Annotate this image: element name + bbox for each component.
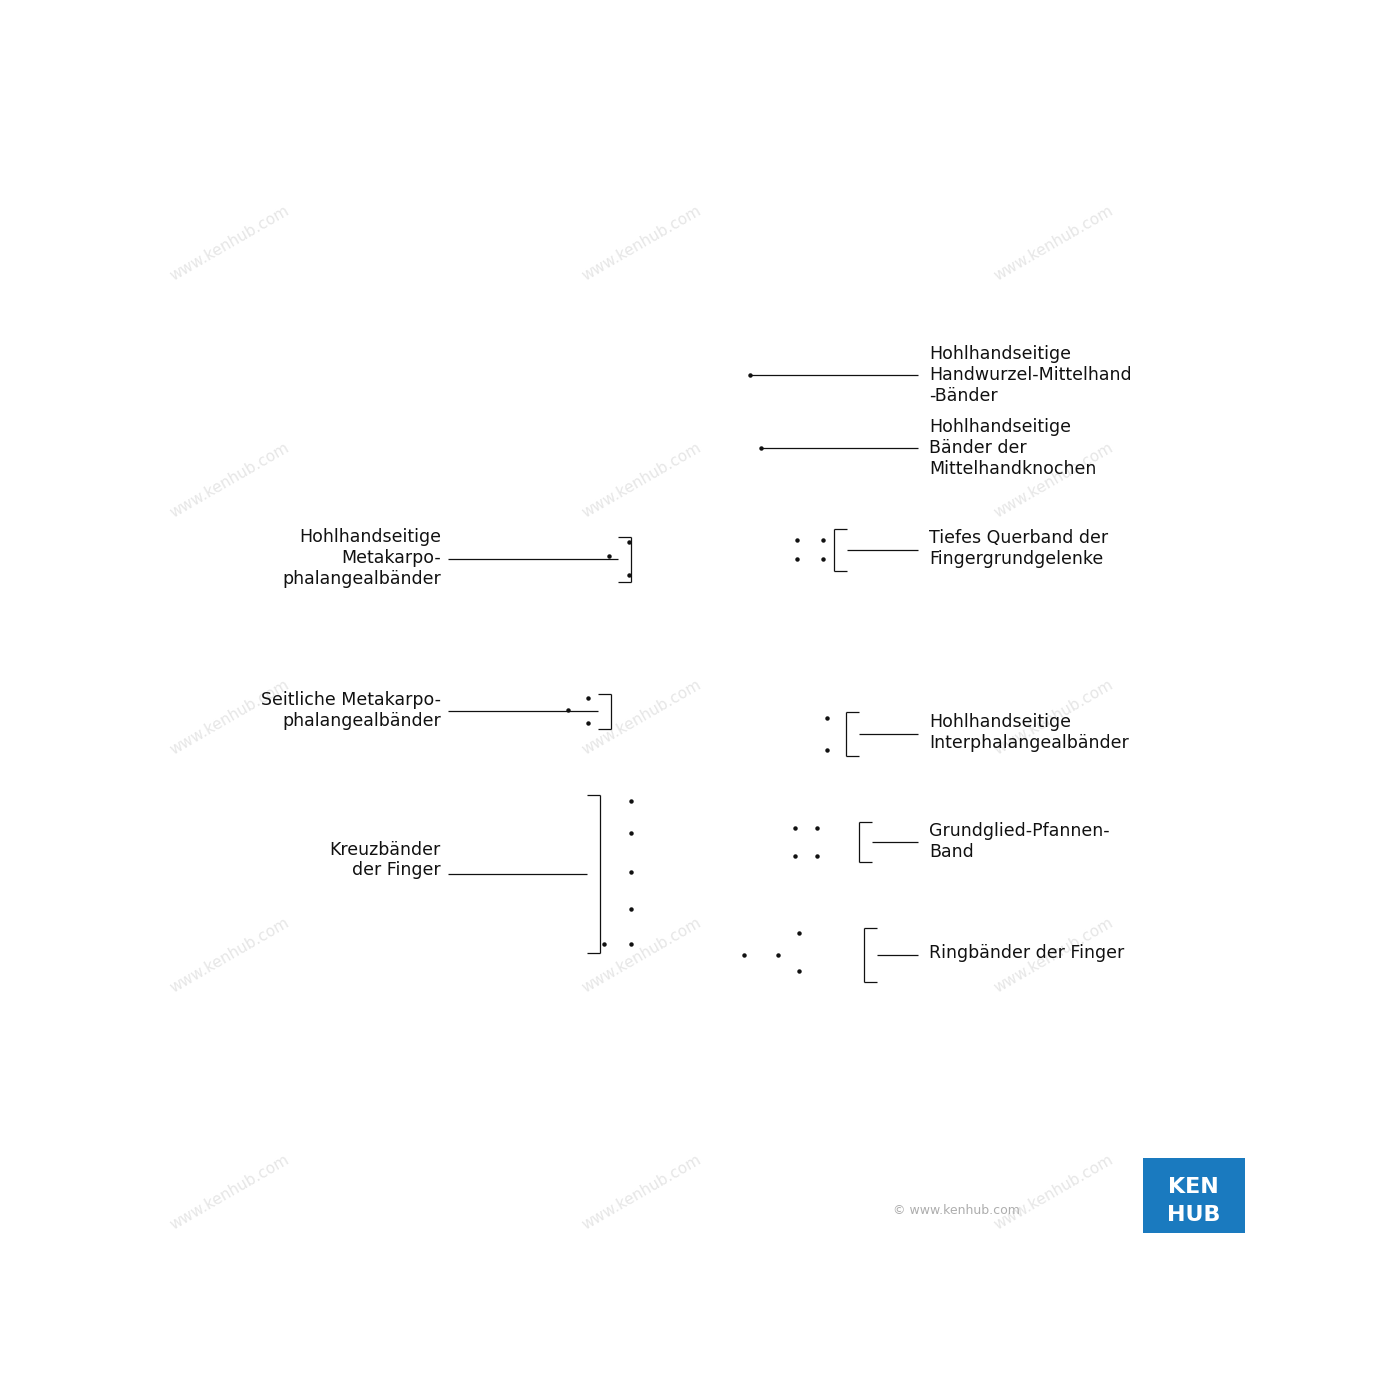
Text: www.kenhub.com: www.kenhub.com — [580, 914, 704, 995]
Text: Seitliche Metakarpo-
phalangealbänder: Seitliche Metakarpo- phalangealbänder — [260, 690, 441, 729]
FancyBboxPatch shape — [1142, 1158, 1245, 1233]
Text: www.kenhub.com: www.kenhub.com — [167, 203, 291, 284]
Text: HUB: HUB — [1168, 1205, 1221, 1225]
Text: Ringbänder der Finger: Ringbänder der Finger — [930, 944, 1124, 962]
Text: Hohlhandseitige
Handwurzel-Mittelhand
-Bänder: Hohlhandseitige Handwurzel-Mittelhand -B… — [930, 346, 1131, 405]
Text: Grundglied-Pfannen-
Band: Grundglied-Pfannen- Band — [930, 822, 1110, 861]
Text: www.kenhub.com: www.kenhub.com — [580, 203, 704, 284]
Text: www.kenhub.com: www.kenhub.com — [580, 441, 704, 521]
Text: KEN: KEN — [1169, 1177, 1219, 1197]
Text: www.kenhub.com: www.kenhub.com — [991, 441, 1116, 521]
Text: www.kenhub.com: www.kenhub.com — [991, 678, 1116, 757]
Text: www.kenhub.com: www.kenhub.com — [167, 678, 291, 757]
Text: www.kenhub.com: www.kenhub.com — [167, 441, 291, 521]
Text: www.kenhub.com: www.kenhub.com — [167, 1152, 291, 1232]
Text: Hohlhandseitige
Metakarpo-
phalangealbänder: Hohlhandseitige Metakarpo- phalangealbän… — [281, 528, 441, 588]
Text: www.kenhub.com: www.kenhub.com — [991, 203, 1116, 284]
Text: www.kenhub.com: www.kenhub.com — [991, 1152, 1116, 1232]
Text: www.kenhub.com: www.kenhub.com — [991, 914, 1116, 995]
Text: www.kenhub.com: www.kenhub.com — [580, 1152, 704, 1232]
Text: Hohlhandseitige
Bänder der
Mittelhandknochen: Hohlhandseitige Bänder der Mittelhandkno… — [930, 419, 1096, 477]
Text: © www.kenhub.com: © www.kenhub.com — [893, 1204, 1019, 1217]
Text: www.kenhub.com: www.kenhub.com — [580, 678, 704, 757]
Text: Tiefes Querband der
Fingergrundgelenke: Tiefes Querband der Fingergrundgelenke — [930, 529, 1109, 568]
Text: Kreuzbänder
der Finger: Kreuzbänder der Finger — [329, 840, 441, 879]
Text: www.kenhub.com: www.kenhub.com — [167, 914, 291, 995]
Text: Hohlhandseitige
Interphalangealbänder: Hohlhandseitige Interphalangealbänder — [930, 714, 1128, 752]
